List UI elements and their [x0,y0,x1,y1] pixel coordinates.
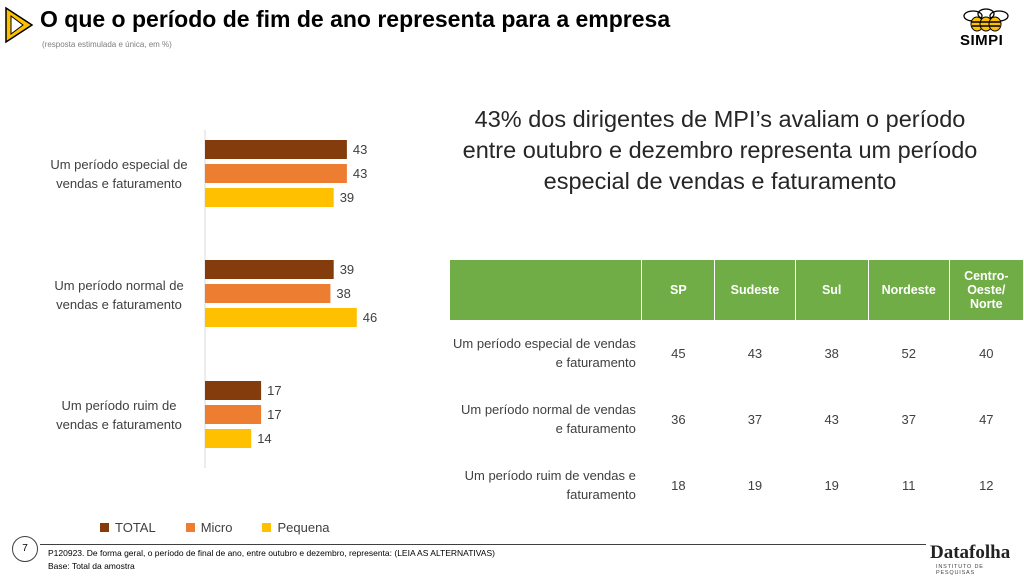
page-number: 7 [12,536,38,562]
bar-micro-2 [205,405,262,424]
bar-pequena-0 [205,188,334,207]
datafolha-logo: Datafolha [930,542,1011,563]
data-label-total-2: 17 [267,383,281,398]
category-label-0: Um período especial de vendas e faturamen… [50,157,188,191]
data-label-pequena-1: 46 [363,310,377,325]
bar-micro-0 [205,164,347,183]
data-label-total-1: 39 [340,262,354,277]
footnote-question: P120923. De forma geral, o período de fi… [48,548,495,558]
legend-swatch [100,523,109,532]
legend-swatch [262,523,272,532]
data-label-pequena-2: 14 [257,431,271,446]
table-row-label: Um período especial de vendas e faturame… [453,336,636,370]
table-cell: 19 [824,477,839,493]
table-row-label: Um período normal de vendas e faturament… [461,402,636,436]
bar-total-2 [205,381,262,400]
table-header-cell: Sul [795,260,869,320]
simpi-bee-logo-icon [963,8,1009,32]
table-cell: 36 [671,411,686,427]
table-cell: 45 [671,345,686,361]
legend-item-micro: Micro [185,520,233,535]
footnote-base: Base: Total da amostra [48,561,135,571]
legend-item-total: TOTAL [100,520,156,535]
category-label-1: Um período normal de vendas e faturamento [54,278,184,312]
category-label-2: Um período ruim de vendas e faturamento [56,398,182,432]
data-label-micro-2: 17 [267,407,281,422]
datafolha-logo-sub: INSTITUTO DE PESQUISAS [936,564,984,576]
data-label-total-0: 43 [353,142,367,157]
table-header-cell: SP [641,260,716,320]
table-header-row: SP Sudeste Sul Nordeste Centro- Oeste/Norte [450,260,1024,320]
table-header-blank [450,260,643,320]
bar-pequena-1 [205,308,357,327]
table-row: Um período ruim de vendas e faturamento 1… [450,452,1024,518]
table-header-cell: Nordeste [868,260,950,320]
table-cell: 12 [979,477,994,493]
bar-total-0 [205,140,347,159]
table-cell: 37 [901,411,916,427]
table-cell: 43 [824,411,839,427]
table-cell: 11 [901,477,916,493]
bar-total-1 [205,260,334,279]
table-cell: 47 [979,411,994,427]
table-cell: 19 [747,477,763,493]
table-header-cell: Sudeste [714,260,796,320]
data-label-pequena-0: 39 [340,190,354,205]
region-table: SP Sudeste Sul Nordeste Centro- Oeste/Norte U… [450,260,1024,518]
chart-legend: TOTAL Micro Pequena [100,520,360,535]
legend-label: Micro [200,520,233,535]
table-row-label: Um período ruim de vendas e faturamento [464,468,636,502]
table-cell: 38 [824,345,839,361]
table-row: Um período especial de vendas e faturame… [450,320,1024,386]
headline-text: 43% dos dirigentes de MPI’s avaliam o pe… [462,106,978,194]
footnote: P120923. De forma geral, o período de fi… [48,547,495,573]
bar-chart: 43 43 39 39 38 46 17 17 14 [204,130,377,468]
simpi-logo-text: SIMPI [960,32,1004,49]
page-subtitle: (resposta estimulada e única, em %) [42,40,172,49]
data-label-micro-1: 38 [336,286,350,301]
footer-divider [40,544,926,545]
table-row: Um período normal de vendas e faturament… [450,386,1024,452]
table-cell: 40 [979,345,994,361]
table-cell: 43 [747,345,763,361]
legend-label: Pequena [277,520,330,535]
play-arrow-icon [5,6,34,44]
bar-micro-1 [205,284,331,303]
legend-item-pequena: Pequena [262,520,330,535]
table-header-cell: Centro- Oeste/Norte [949,260,1024,320]
legend-swatch [185,523,195,532]
table-cell: 52 [901,345,916,361]
bar-pequena-2 [205,429,252,448]
page-title: O que o período de fim de ano representa… [40,6,671,32]
data-label-micro-0: 43 [353,166,367,181]
legend-label: TOTAL [115,520,156,535]
table-cell: 18 [671,477,686,493]
table-cell: 37 [747,411,763,427]
